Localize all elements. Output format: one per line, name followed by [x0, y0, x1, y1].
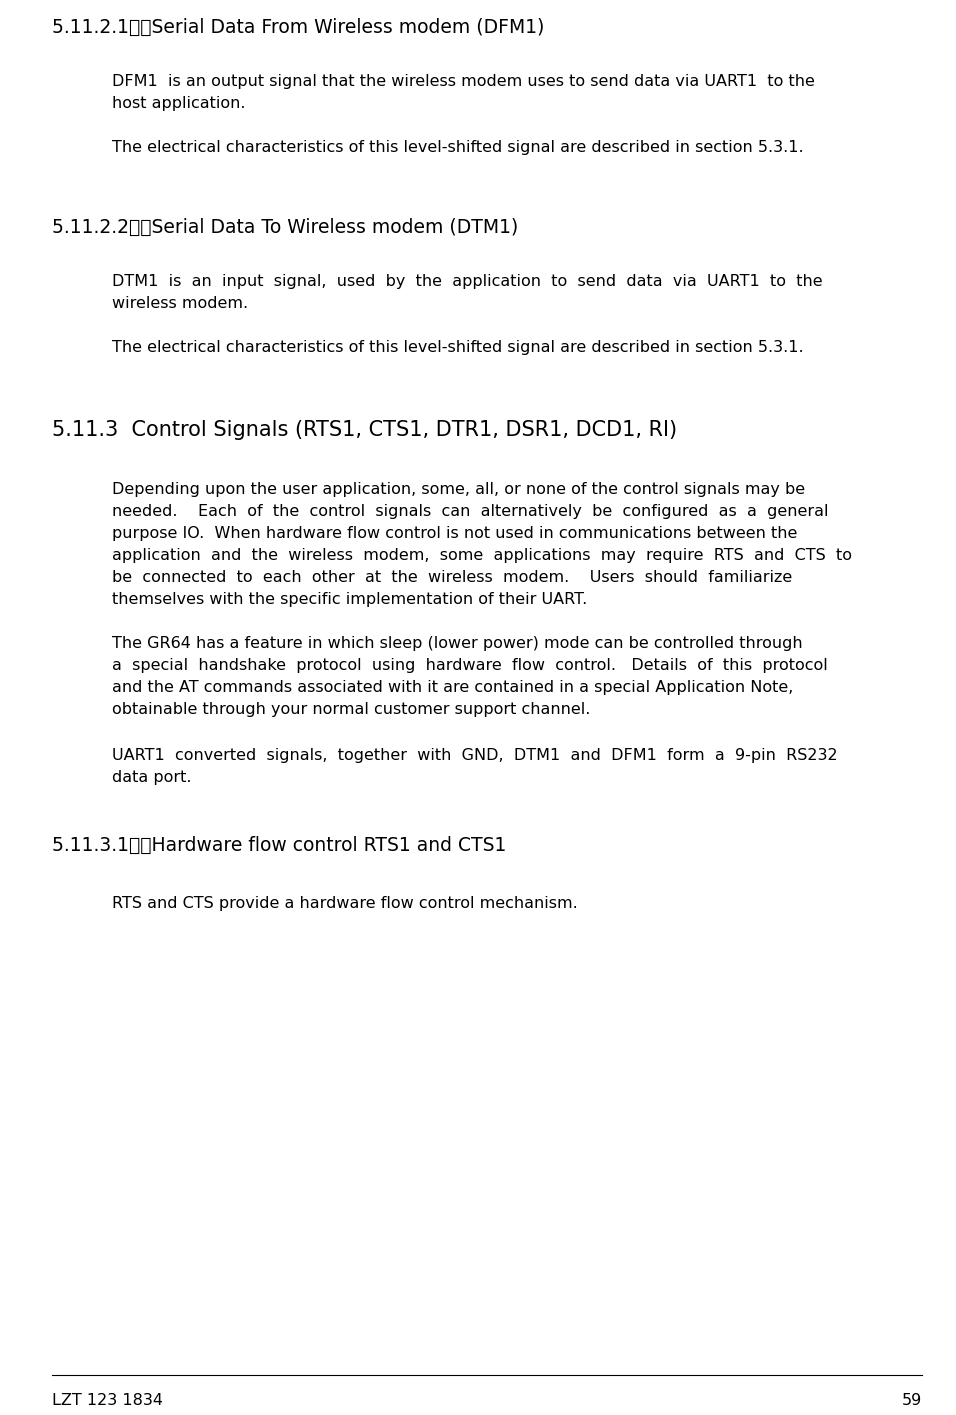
- Text: needed.    Each  of  the  control  signals  can  alternatively  be  configured  : needed. Each of the control signals can …: [112, 504, 829, 519]
- Text: data port.: data port.: [112, 770, 191, 785]
- Text: 5.11.3  Control Signals (RTS1, CTS1, DTR1, DSR1, DCD1, RI): 5.11.3 Control Signals (RTS1, CTS1, DTR1…: [52, 420, 677, 440]
- Text: themselves with the specific implementation of their UART.: themselves with the specific implementat…: [112, 591, 587, 607]
- Text: and the AT commands associated with it are contained in a special Application No: and the AT commands associated with it a…: [112, 681, 793, 695]
- Text: DFM1  is an output signal that the wireless modem uses to send data via UART1  t: DFM1 is an output signal that the wirele…: [112, 74, 815, 89]
- Text: 59: 59: [902, 1392, 922, 1408]
- Text: The electrical characteristics of this level-shifted signal are described in sec: The electrical characteristics of this l…: [112, 340, 804, 355]
- Text: LZT 123 1834: LZT 123 1834: [52, 1392, 163, 1408]
- Text: 5.11.3.1		Hardware flow control RTS1 and CTS1: 5.11.3.1 Hardware flow control RTS1 and …: [52, 836, 507, 855]
- Text: 5.11.2.1		Serial Data From Wireless modem (DFM1): 5.11.2.1 Serial Data From Wireless modem…: [52, 18, 544, 37]
- Text: be  connected  to  each  other  at  the  wireless  modem.    Users  should  fami: be connected to each other at the wirele…: [112, 570, 793, 584]
- Text: The electrical characteristics of this level-shifted signal are described in sec: The electrical characteristics of this l…: [112, 140, 804, 156]
- Text: 5.11.2.2		Serial Data To Wireless modem (DTM1): 5.11.2.2 Serial Data To Wireless modem (…: [52, 218, 518, 236]
- Text: application  and  the  wireless  modem,  some  applications  may  require  RTS  : application and the wireless modem, some…: [112, 548, 852, 563]
- Text: Depending upon the user application, some, all, or none of the control signals m: Depending upon the user application, som…: [112, 483, 805, 497]
- Text: UART1  converted  signals,  together  with  GND,  DTM1  and  DFM1  form  a  9-pi: UART1 converted signals, together with G…: [112, 749, 837, 763]
- Text: obtainable through your normal customer support channel.: obtainable through your normal customer …: [112, 702, 591, 717]
- Text: purpose IO.  When hardware flow control is not used in communications between th: purpose IO. When hardware flow control i…: [112, 526, 797, 541]
- Text: host application.: host application.: [112, 96, 246, 110]
- Text: The GR64 has a feature in which sleep (lower power) mode can be controlled throu: The GR64 has a feature in which sleep (l…: [112, 635, 803, 651]
- Text: a  special  handshake  protocol  using  hardware  flow  control.   Details  of  : a special handshake protocol using hardw…: [112, 658, 828, 674]
- Text: RTS and CTS provide a hardware flow control mechanism.: RTS and CTS provide a hardware flow cont…: [112, 896, 577, 911]
- Text: wireless modem.: wireless modem.: [112, 296, 249, 311]
- Text: DTM1  is  an  input  signal,  used  by  the  application  to  send  data  via  U: DTM1 is an input signal, used by the app…: [112, 275, 822, 289]
